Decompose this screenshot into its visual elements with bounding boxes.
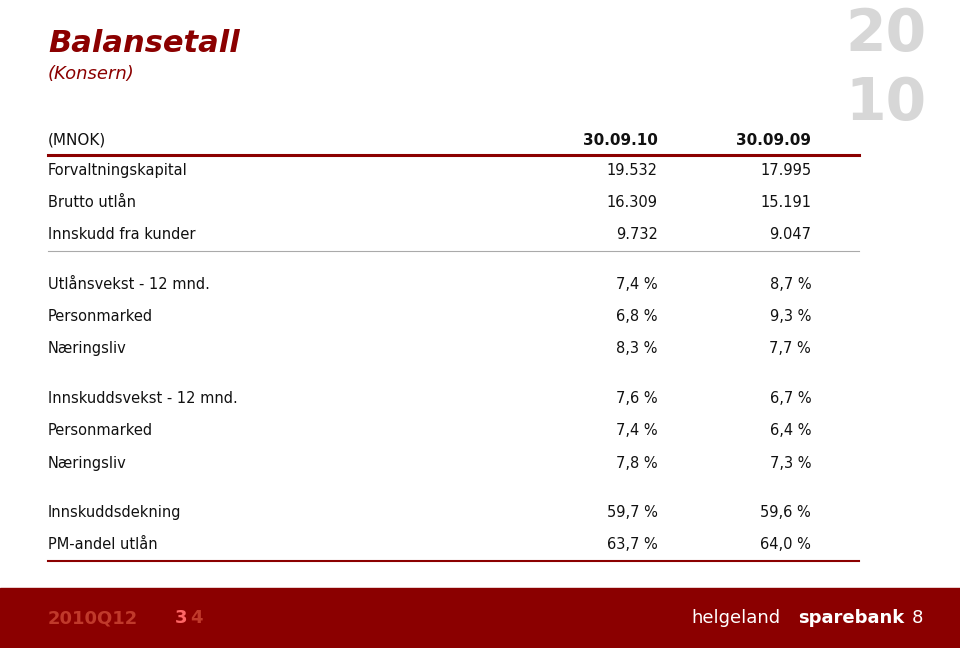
Text: 8,7 %: 8,7 % — [770, 277, 811, 292]
Text: Innskudd fra kunder: Innskudd fra kunder — [48, 227, 196, 242]
Text: Balansetall: Balansetall — [48, 29, 240, 58]
Text: Innskuddsvekst - 12 mnd.: Innskuddsvekst - 12 mnd. — [48, 391, 238, 406]
Text: 7,7 %: 7,7 % — [770, 341, 811, 356]
Text: 64,0 %: 64,0 % — [760, 537, 811, 552]
Text: 30.09.09: 30.09.09 — [736, 133, 811, 148]
Text: 10: 10 — [845, 75, 926, 132]
Text: Utlånsvekst - 12 mnd.: Utlånsvekst - 12 mnd. — [48, 277, 210, 292]
Text: helgeland: helgeland — [691, 609, 780, 627]
Text: 8,3 %: 8,3 % — [616, 341, 658, 356]
Text: 59,6 %: 59,6 % — [760, 505, 811, 520]
Text: 9.732: 9.732 — [615, 227, 658, 242]
Text: 9.047: 9.047 — [769, 227, 811, 242]
Text: 3: 3 — [175, 609, 187, 627]
Text: 2010Q12: 2010Q12 — [48, 609, 138, 627]
Text: 30.09.10: 30.09.10 — [583, 133, 658, 148]
Text: 7,3 %: 7,3 % — [770, 456, 811, 470]
Text: 59,7 %: 59,7 % — [607, 505, 658, 520]
Text: 15.191: 15.191 — [760, 195, 811, 210]
Text: 16.309: 16.309 — [607, 195, 658, 210]
Text: Personmarked: Personmarked — [48, 309, 154, 324]
Text: 8: 8 — [912, 609, 924, 627]
Text: 20: 20 — [845, 6, 926, 64]
Text: 6,7 %: 6,7 % — [770, 391, 811, 406]
Text: Personmarked: Personmarked — [48, 423, 154, 438]
Text: Næringsliv: Næringsliv — [48, 341, 127, 356]
Bar — [0, 588, 960, 648]
Text: Næringsliv: Næringsliv — [48, 456, 127, 470]
Text: sparebank: sparebank — [798, 609, 904, 627]
Text: Innskuddsdekning: Innskuddsdekning — [48, 505, 181, 520]
Text: 7,4 %: 7,4 % — [616, 423, 658, 438]
Text: 9,3 %: 9,3 % — [770, 309, 811, 324]
Text: Brutto utlån: Brutto utlån — [48, 195, 136, 210]
Text: 19.532: 19.532 — [607, 163, 658, 178]
Text: 17.995: 17.995 — [760, 163, 811, 178]
Text: 6,4 %: 6,4 % — [770, 423, 811, 438]
Text: 7,6 %: 7,6 % — [616, 391, 658, 406]
Text: 4: 4 — [190, 609, 203, 627]
Text: PM-andel utlån: PM-andel utlån — [48, 537, 157, 552]
Text: Forvaltningskapital: Forvaltningskapital — [48, 163, 188, 178]
Text: (MNOK): (MNOK) — [48, 133, 107, 148]
Text: 6,8 %: 6,8 % — [616, 309, 658, 324]
Text: 7,4 %: 7,4 % — [616, 277, 658, 292]
Text: (Konsern): (Konsern) — [48, 65, 134, 83]
Text: 63,7 %: 63,7 % — [607, 537, 658, 552]
Text: 7,8 %: 7,8 % — [616, 456, 658, 470]
